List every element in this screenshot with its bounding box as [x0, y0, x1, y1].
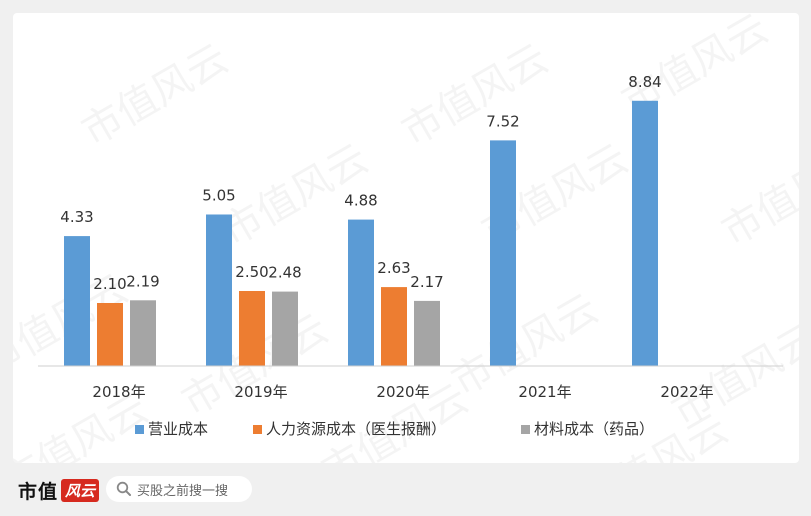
value-label: 4.88	[344, 192, 377, 210]
bar-2018年-1	[97, 302, 123, 366]
legend: 营业成本 人力资源成本（医生报酬） 材料成本（药品）	[135, 420, 654, 438]
legend-label: 人力资源成本（医生报酬）	[266, 420, 446, 438]
brand-mark: 风云	[61, 478, 100, 502]
value-label: 4.33	[60, 208, 93, 226]
bar-2020年-2	[414, 300, 440, 366]
category-label: 2020年	[376, 383, 429, 401]
legend-swatch	[521, 425, 530, 434]
search-icon	[116, 481, 131, 496]
legend-label: 材料成本（药品）	[534, 420, 654, 438]
category-label: 2021年	[518, 383, 571, 401]
bar-2020年-0	[348, 219, 374, 366]
legend-swatch	[253, 425, 262, 434]
bar-2019年-1	[239, 290, 265, 366]
bar-2021年-0	[490, 140, 516, 366]
value-label: 2.19	[126, 272, 159, 290]
value-label: 5.05	[202, 186, 235, 204]
category-labels-group: 2018年 2019年 2020年 2021年 2022年	[92, 383, 713, 401]
legend-label: 营业成本	[148, 420, 208, 438]
value-label: 7.52	[486, 112, 519, 130]
bar-chart: 4.33 2.10 2.19 5.05 2.50 2.48 4.88 2.632.17 7.52…	[38, 73, 783, 438]
value-label: 2.48	[268, 264, 301, 282]
chart-card: 市值风云市值风云市值风云市值风云市值风云市值风云市值风云市值风云市值风云市值风云…	[13, 13, 799, 463]
bar-2022年-0	[632, 100, 658, 367]
bar-2019年-0	[206, 214, 232, 366]
brand-text: 市值	[18, 480, 59, 503]
value-label: 2.17	[410, 273, 443, 291]
brand-logo[interactable]: 市值 风云	[18, 478, 100, 503]
bars-group	[64, 100, 658, 367]
footer-bar: 市值 风云 买股之前搜一搜	[0, 463, 811, 516]
value-label: 2.10	[93, 275, 126, 293]
category-label: 2019年	[234, 383, 287, 401]
category-label: 2018年	[92, 383, 145, 401]
value-label: 2.50	[235, 263, 268, 281]
bar-2020年-1	[381, 287, 407, 366]
bar-2018年-2	[130, 300, 156, 366]
legend-swatch	[135, 425, 144, 434]
category-label: 2022年	[660, 383, 713, 401]
bar-2018年-0	[64, 236, 90, 366]
value-labels-group: 4.33 2.10 2.19 5.05 2.50 2.48 4.88 2.632.17 7.52…	[60, 73, 661, 293]
value-label: 2.63	[377, 259, 410, 277]
search-placeholder: 买股之前搜一搜	[137, 483, 229, 499]
value-label: 8.84	[628, 73, 661, 91]
bar-2019年-2	[272, 291, 298, 366]
search-box[interactable]: 买股之前搜一搜	[106, 476, 252, 502]
